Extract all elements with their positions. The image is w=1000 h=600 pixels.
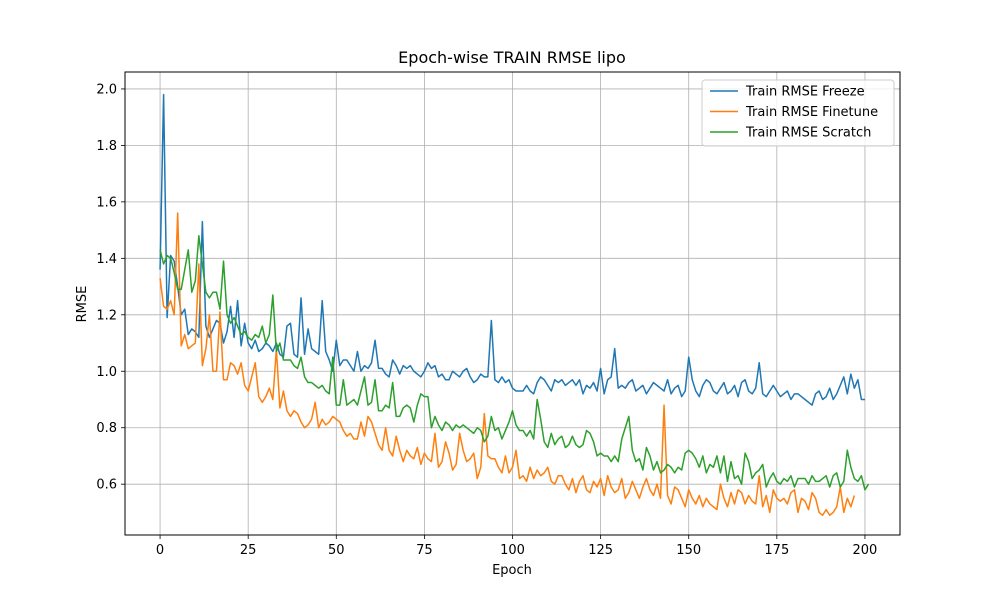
chart-title: Epoch-wise TRAIN RMSE lipo [398,48,626,67]
y-tick-label: 1.0 [96,365,117,380]
x-tick-label: 200 [853,543,878,558]
x-tick-label: 175 [764,543,789,558]
legend: Train RMSE Freeze Train RMSE Finetune Trai… [701,79,895,147]
y-tick-label: 1.2 [96,308,117,323]
x-tick-label: 100 [500,543,525,558]
legend-label: Train RMSE Finetune [745,105,878,120]
series-line-3 [159,234,870,491]
series-lines [159,93,870,516]
x-tick-label: 150 [676,543,701,558]
y-axis-label: RMSE [75,286,90,323]
y-tick-label: 1.6 [96,195,117,210]
y-tick-label: 2.0 [96,82,117,97]
x-axis-ticks: 0 25 50 75 100 125 150 175 200 [156,535,877,558]
x-tick-label: 0 [156,543,164,558]
x-tick-label: 50 [328,543,345,558]
grid [125,72,900,535]
x-tick-label: 75 [416,543,433,558]
legend-label: Train RMSE Scratch [745,126,871,141]
legend-label: Train RMSE Freeze [745,85,865,100]
legend-items: Train RMSE Freeze Train RMSE Finetune Trai… [710,85,878,141]
x-tick-label: 25 [240,543,257,558]
y-axis-ticks: 0.6 0.8 1.0 1.2 1.4 1.6 1.8 2.0 [96,82,125,493]
y-tick-label: 1.8 [96,139,117,154]
x-tick-label: 125 [588,543,613,558]
y-tick-label: 1.4 [96,252,117,267]
legend-box [701,79,895,147]
x-axis-label: Epoch [492,563,532,578]
y-tick-label: 0.8 [96,421,117,436]
y-tick-label: 0.6 [96,478,117,493]
series-line-2 [159,212,856,516]
